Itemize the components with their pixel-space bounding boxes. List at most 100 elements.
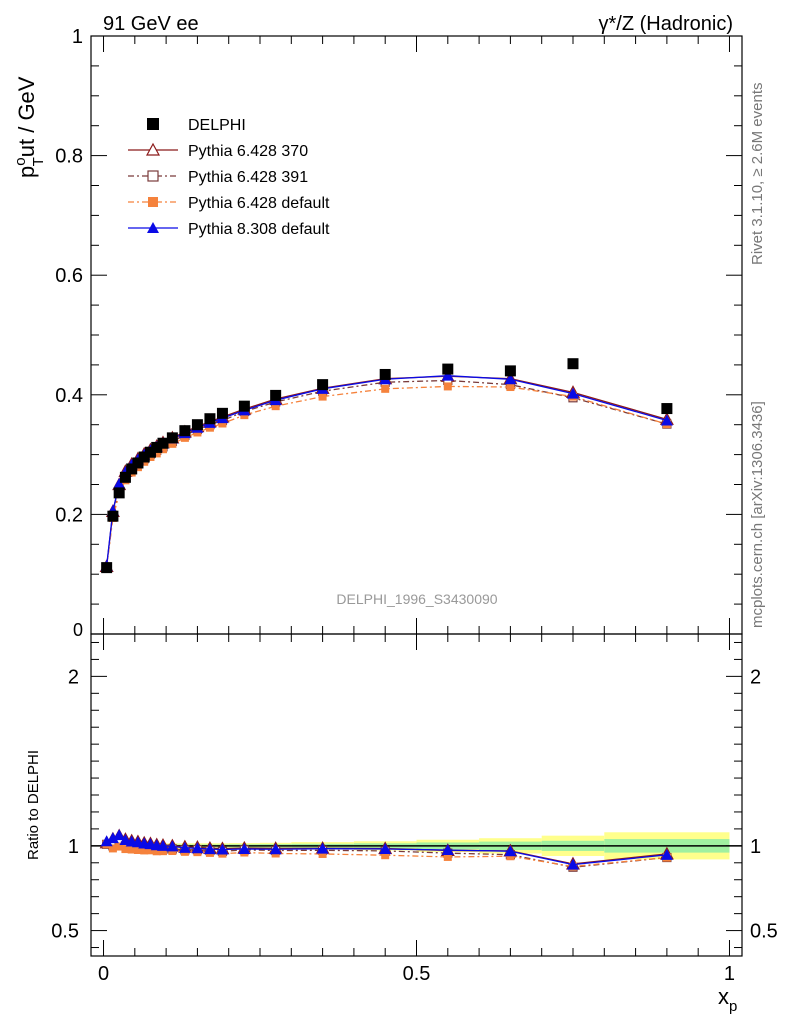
series-3-ratio-point bbox=[140, 846, 149, 855]
legend-label: Pythia 6.428 370 bbox=[188, 143, 308, 160]
data-point bbox=[157, 437, 169, 449]
series-3-ratio-point bbox=[115, 842, 124, 851]
data-point bbox=[567, 358, 579, 370]
rivet-label: Rivet 3.1.10, ≥ 2.6M events bbox=[749, 83, 766, 266]
y-tick-label: 0.4 bbox=[55, 385, 83, 407]
series-4-ratio-point bbox=[504, 845, 517, 857]
data-point bbox=[179, 425, 191, 437]
y-tick-label: 1 bbox=[72, 26, 83, 48]
series-3-ratio-point bbox=[133, 845, 142, 854]
series-4-ratio-point bbox=[100, 835, 113, 847]
data-point bbox=[216, 407, 228, 419]
series-3-ratio-point bbox=[443, 852, 452, 861]
mcplots-label: mcplots.cern.ch [arXiv:1306.3436] bbox=[749, 401, 766, 628]
series-4-point bbox=[504, 373, 517, 385]
series-1-line bbox=[106, 375, 668, 567]
header-right-title: γ*/Z (Hadronic) bbox=[599, 13, 733, 35]
data-point bbox=[113, 487, 125, 499]
series-4-ratio-point bbox=[316, 842, 329, 854]
data-point bbox=[442, 363, 454, 375]
legend: DELPHI Pythia 6.428 370 Pythia 6.428 391 Py… bbox=[128, 117, 330, 238]
legend-marker bbox=[145, 142, 161, 156]
series-4-point bbox=[113, 477, 126, 489]
series-4-point bbox=[566, 387, 579, 399]
ratio-plot-frame bbox=[90, 633, 743, 957]
ratio-y-tick-label: 0.5 bbox=[51, 921, 79, 943]
series-3-point bbox=[158, 445, 167, 454]
data-point bbox=[144, 446, 156, 458]
data-point bbox=[132, 457, 144, 469]
series-4-ratio-point bbox=[178, 841, 191, 853]
data-point bbox=[504, 365, 516, 377]
data-point bbox=[661, 403, 673, 415]
data-point bbox=[204, 413, 216, 425]
x-axis-label: xp bbox=[718, 984, 737, 1015]
data-point bbox=[379, 368, 391, 380]
series-3-point bbox=[168, 439, 177, 448]
y-tick-label: 0.2 bbox=[55, 504, 83, 526]
series-4-ratio-point bbox=[191, 842, 204, 854]
ratio-y-axis-label: Ratio to DELPHI bbox=[25, 750, 42, 860]
data-point bbox=[126, 463, 138, 475]
y-tick-label: 0.8 bbox=[55, 146, 83, 168]
series-2-line bbox=[106, 379, 668, 568]
data-point bbox=[270, 389, 282, 401]
series-4-ratio-point bbox=[238, 842, 251, 854]
series-3-ratio-point bbox=[121, 845, 130, 854]
header-left-title: 91 GeV ee bbox=[103, 13, 199, 35]
ratio-y-tick-label: 1 bbox=[68, 836, 79, 858]
series-4-ratio-point bbox=[156, 839, 169, 851]
series-4-ratio-point bbox=[216, 843, 229, 855]
series-3-point bbox=[506, 383, 515, 392]
main-y-axis-label: poTut / GeV bbox=[12, 76, 47, 178]
data-point bbox=[119, 471, 131, 483]
legend-marker bbox=[148, 197, 158, 207]
ratio-y-tick-label-right: 1 bbox=[750, 836, 761, 858]
series-3-point bbox=[218, 419, 227, 428]
series-3-point bbox=[152, 449, 161, 458]
ratio-y-tick-label: 2 bbox=[68, 666, 79, 688]
data-point bbox=[101, 562, 113, 574]
analysis-label: DELPHI_1996_S3430090 bbox=[336, 591, 497, 607]
ratio-plot: 0 0.5 1 0.5 0.5 1 1 2 2 bbox=[51, 633, 778, 985]
series-4-point bbox=[660, 414, 673, 426]
legend-label: DELPHI bbox=[188, 117, 246, 134]
y-tick-label: 0.6 bbox=[55, 265, 83, 287]
series-3-ratio-point bbox=[146, 846, 155, 855]
data-point bbox=[238, 400, 250, 412]
series-3-point bbox=[381, 384, 390, 393]
x-tick-label: 0.5 bbox=[403, 963, 431, 985]
x-tick-label: 1 bbox=[724, 963, 735, 985]
legend-marker bbox=[147, 170, 159, 182]
series-4-ratio-point bbox=[566, 858, 579, 870]
series-3-ratio-point bbox=[318, 849, 327, 858]
series-4-ratio-point bbox=[106, 832, 119, 844]
y-tick-label-zero: 0 bbox=[73, 620, 83, 640]
series-3-ratio-point bbox=[158, 847, 167, 856]
series-4-ratio-point bbox=[166, 840, 179, 852]
series-3-ratio-point bbox=[381, 851, 390, 860]
series-4-ratio-point bbox=[660, 848, 673, 860]
x-tick-label: 0 bbox=[98, 963, 109, 985]
series-4-ratio-point bbox=[379, 842, 392, 854]
series-4-point bbox=[441, 369, 454, 381]
legend-marker bbox=[147, 118, 159, 130]
data-point bbox=[317, 379, 329, 391]
legend-label: Pythia 8.308 default bbox=[188, 221, 330, 238]
series-3-ratio-point bbox=[152, 847, 161, 856]
ratio-y-tick-label-right: 0.5 bbox=[750, 921, 778, 943]
ratio-y-tick-label-right: 2 bbox=[750, 666, 761, 688]
series-4-ratio-point bbox=[441, 844, 454, 856]
data-point bbox=[166, 432, 178, 444]
data-point bbox=[138, 451, 150, 463]
series-4-ratio-point bbox=[113, 829, 126, 841]
legend-label: Pythia 6.428 391 bbox=[188, 169, 308, 186]
series-3-point bbox=[318, 392, 327, 401]
legend-marker bbox=[147, 222, 159, 233]
series-4-ratio-point bbox=[269, 843, 282, 855]
data-point bbox=[107, 510, 119, 522]
series-3-ratio-point bbox=[108, 844, 117, 853]
series-4-ratio-point bbox=[203, 843, 216, 855]
series-3-point bbox=[271, 402, 280, 411]
